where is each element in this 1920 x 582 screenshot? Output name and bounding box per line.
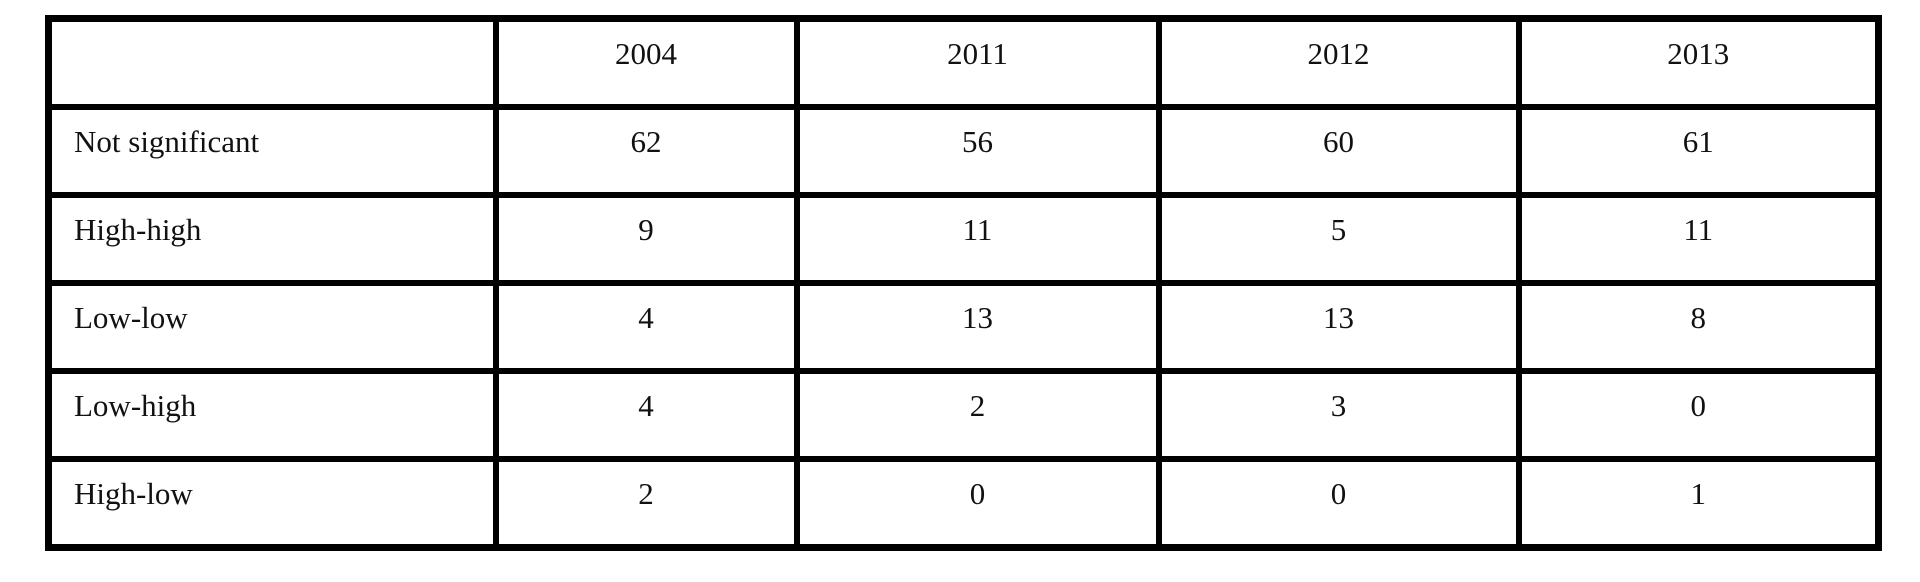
table-cell: 8	[1515, 279, 1882, 374]
header-row: 2004 2011 2012 2013	[45, 15, 1882, 111]
table-cell: 13	[793, 279, 1162, 374]
table-row: Low-low 4 13 13 8	[45, 279, 1882, 374]
table-row: High-low 2 0 0 1	[45, 455, 1882, 551]
table-cell: 4	[492, 279, 800, 374]
data-table: 2004 2011 2012 2013 Not significant 62 5…	[45, 15, 1882, 551]
table-row: High-high 9 11 5 11	[45, 192, 1882, 286]
table-cell: 5	[1155, 192, 1522, 286]
table-cell: 0	[1515, 367, 1882, 462]
table-cell: 62	[492, 104, 800, 199]
table-cell: 4	[492, 367, 800, 462]
table-cell: 3	[1155, 367, 1522, 462]
row-label: High-high	[45, 192, 499, 286]
row-label: Not significant	[45, 104, 499, 199]
header-cell-2004: 2004	[492, 15, 800, 111]
header-cell-2011: 2011	[793, 15, 1162, 111]
table-cell: 61	[1515, 104, 1882, 199]
table-row: Low-high 4 2 3 0	[45, 367, 1882, 462]
header-cell-2013: 2013	[1515, 15, 1882, 111]
table-cell: 60	[1155, 104, 1522, 199]
table-cell: 9	[492, 192, 800, 286]
table-row: Not significant 62 56 60 61	[45, 104, 1882, 199]
row-label: Low-high	[45, 367, 499, 462]
header-cell-2012: 2012	[1155, 15, 1522, 111]
table-cell: 1	[1515, 455, 1882, 551]
table-cell: 0	[793, 455, 1162, 551]
table-cell: 11	[1515, 192, 1882, 286]
table-cell: 2	[492, 455, 800, 551]
row-label: High-low	[45, 455, 499, 551]
table-cell: 11	[793, 192, 1162, 286]
table-cell: 2	[793, 367, 1162, 462]
header-cell-empty	[45, 15, 499, 111]
table-cell: 56	[793, 104, 1162, 199]
row-label: Low-low	[45, 279, 499, 374]
table-cell: 0	[1155, 455, 1522, 551]
table-cell: 13	[1155, 279, 1522, 374]
